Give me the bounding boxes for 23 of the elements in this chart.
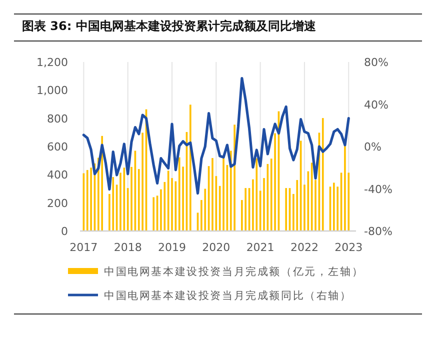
y-tick-label: 200 — [47, 196, 68, 210]
x-tick-label: 2022 — [290, 241, 318, 254]
y-tick-label: 400 — [47, 168, 68, 182]
x-tick-label: 2021 — [246, 241, 274, 254]
y-tick-label: 0 — [61, 225, 68, 238]
x-tick-label: 2017 — [70, 241, 98, 254]
y2-tick-label: -40% — [364, 182, 392, 196]
x-tick-label: 2018 — [114, 241, 142, 254]
x-tick-label: 2020 — [202, 241, 230, 254]
chart-title: 图表 36: 中国电网基本建设投资累计完成额及同比增速 — [22, 19, 317, 33]
y-tick-label: 1,000 — [36, 84, 68, 98]
x-tick-label: 2023 — [334, 241, 363, 254]
x-tick-label: 2019 — [158, 241, 186, 254]
y2-tick-label: 80% — [364, 56, 388, 69]
line-series — [82, 76, 350, 195]
y2-tick-label: -80% — [364, 225, 392, 238]
y-tick-label: 600 — [47, 140, 68, 154]
legend-label: 中国电网基本建设投资当月完成额（亿元，左轴） — [104, 265, 364, 278]
y-tick-label: 800 — [47, 112, 68, 126]
legend-label: 中国电网基本建设投资当月完成额同比（右轴） — [104, 289, 352, 302]
y-tick-label: 1,200 — [36, 56, 68, 69]
y2-tick-label: 0% — [364, 140, 382, 154]
y2-tick-label: 40% — [364, 98, 388, 112]
